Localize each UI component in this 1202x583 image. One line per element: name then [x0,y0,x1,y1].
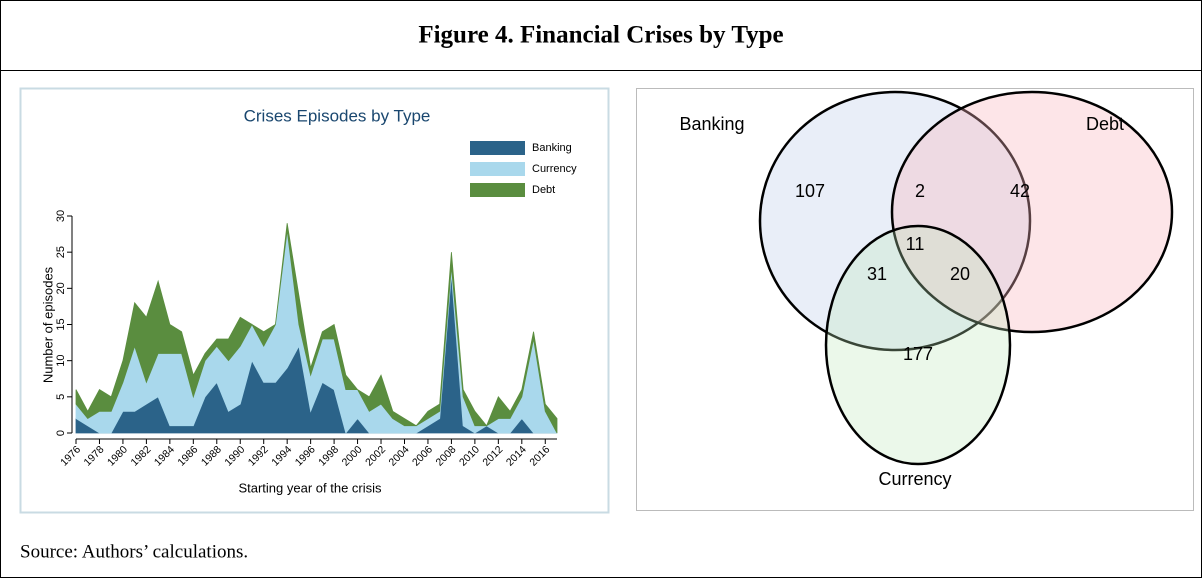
y-tick-label: 20 [55,282,67,294]
chart-title: Crises Episodes by Type [244,106,431,125]
y-tick-label: 0 [55,430,67,436]
chart-panel [19,87,610,514]
venn-set-label: Banking [679,114,744,134]
venn-currency [824,224,1012,466]
venn-count: 2 [915,181,925,201]
venn-count: 31 [867,264,887,284]
legend-swatch [470,162,525,176]
y-tick-label: 10 [55,355,67,367]
figure-title: Figure 4. Financial Crises by Type [418,22,783,49]
venn-count: 11 [906,234,925,254]
venn-banking [758,90,1032,352]
venn-count: 177 [903,344,933,364]
venn-panel [636,88,1194,511]
y-tick-label: 25 [55,246,67,258]
legend-label: Debt [532,184,555,196]
y-axis-title: Number of episodes [40,266,55,383]
area-fill [75,223,558,434]
y-tick-label: 5 [55,394,67,400]
venn-debt [890,90,1174,334]
legend-label: Banking [532,142,572,154]
venn-set-label: Debt [1086,114,1124,134]
venn-set-label: Currency [878,469,951,489]
venn-count: 20 [950,264,970,284]
x-axis-title: Starting year of the crisis [238,480,382,495]
y-tick-label: 30 [55,210,67,222]
source-note: Source: Authors’ calculations. [20,541,248,562]
venn-count: 107 [795,181,825,201]
legend-label: Currency [532,163,577,175]
legend-swatch [470,183,525,197]
legend-swatch [470,141,525,155]
venn-count: 42 [1010,181,1030,201]
y-tick-label: 15 [55,318,67,330]
